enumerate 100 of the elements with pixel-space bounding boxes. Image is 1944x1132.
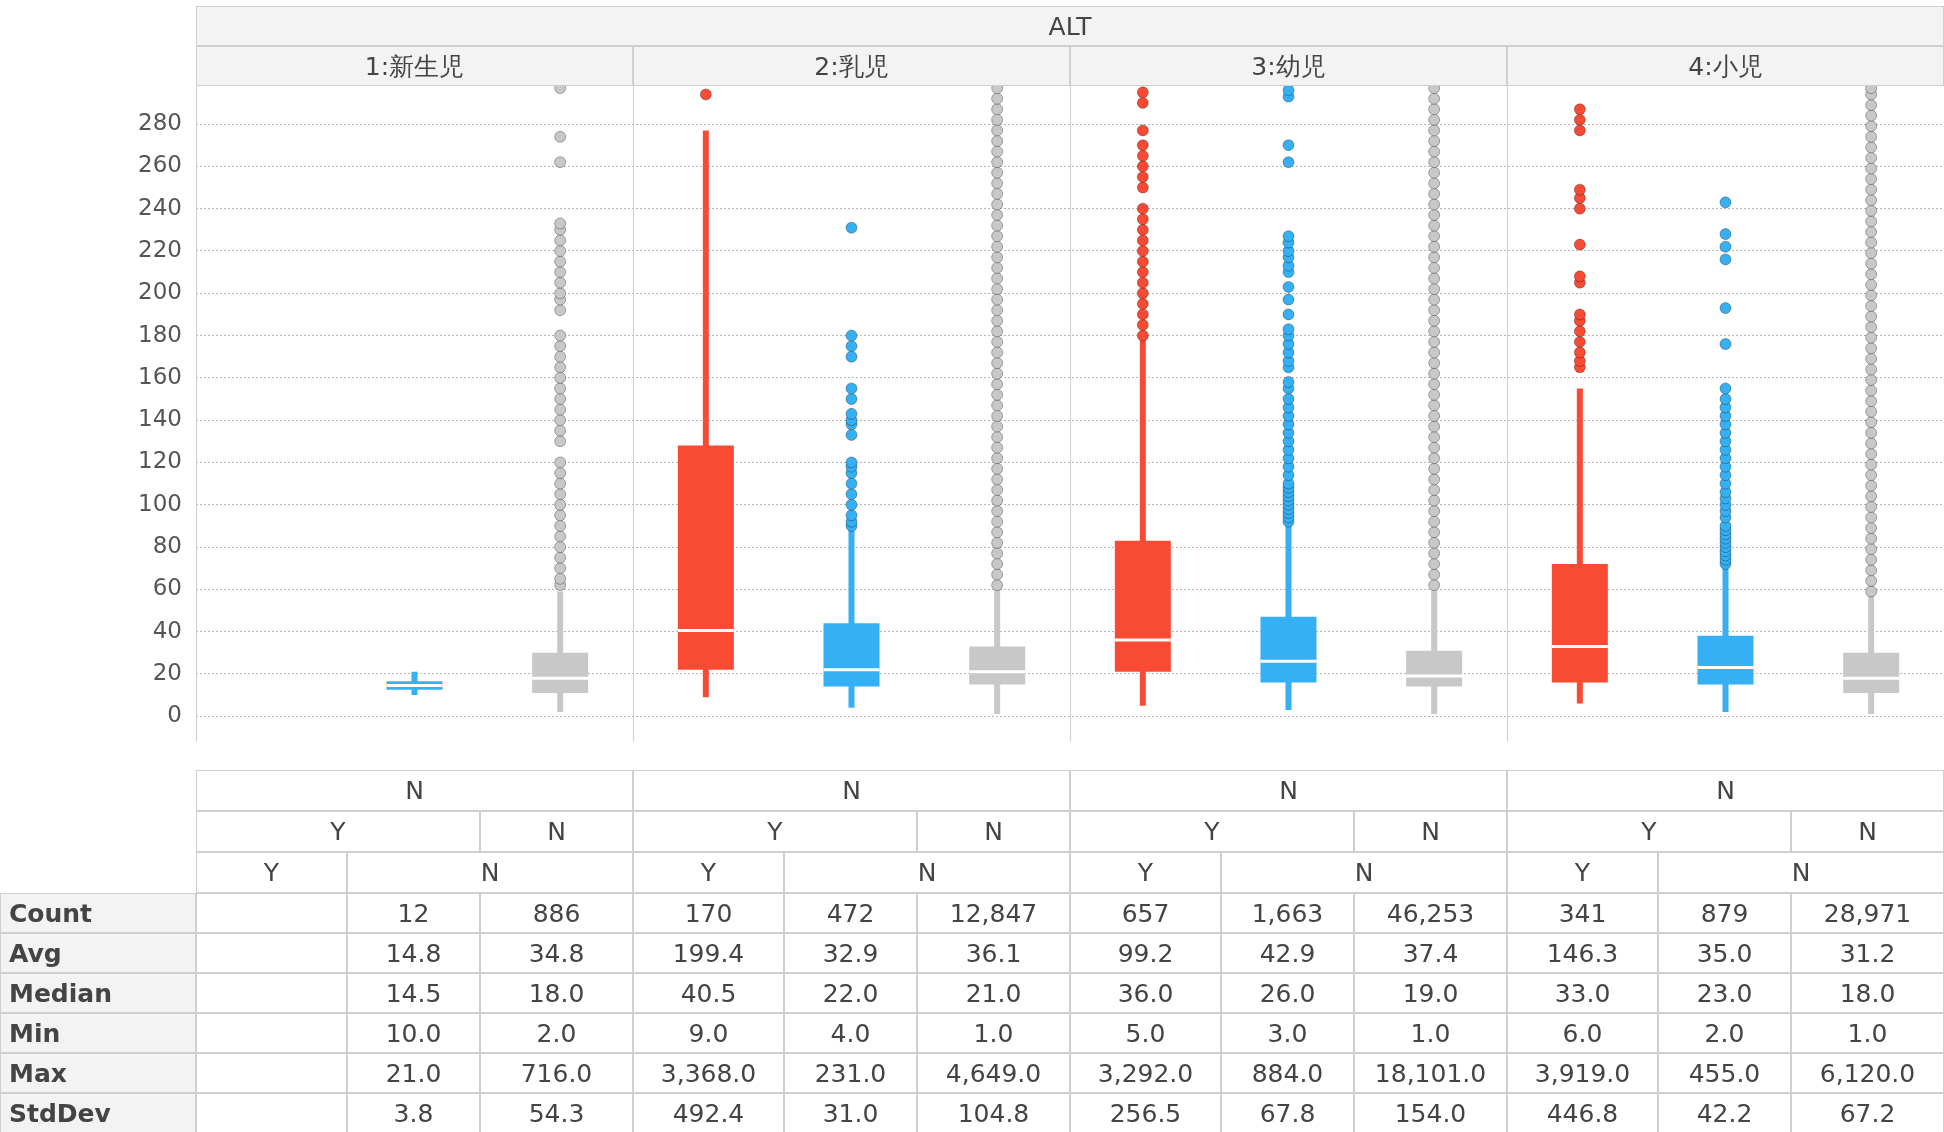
text: 472 <box>826 898 875 928</box>
text: 6,120.0 <box>1819 1058 1916 1088</box>
y-tick-label: 240 <box>138 193 182 220</box>
text: N <box>1070 770 1507 811</box>
text: N <box>633 770 1070 811</box>
text: 455.0 <box>1688 1058 1761 1088</box>
text: 3,292.0 <box>1097 1058 1194 1088</box>
text: Y <box>196 852 347 893</box>
text: 18.0 <box>528 978 585 1008</box>
y-tick-label: 280 <box>138 109 182 136</box>
y-tick-label: 80 <box>152 532 182 558</box>
text: 1.0 <box>1410 1018 1451 1048</box>
y-tick-label: 160 <box>138 362 182 389</box>
text: 26.0 <box>1259 978 1316 1008</box>
y-tick-label: 180 <box>138 320 182 347</box>
text: 492.4 <box>672 1098 745 1128</box>
text: 18.0 <box>1839 978 1896 1008</box>
text: 199.4 <box>672 938 745 968</box>
text: 341 <box>1558 898 1607 928</box>
text: 657 <box>1121 898 1170 928</box>
text: 1,663 <box>1251 898 1324 928</box>
category-label: Median <box>9 978 112 1008</box>
text: 99.2 <box>1117 938 1174 968</box>
text: N <box>1791 811 1944 852</box>
text: N <box>196 770 633 811</box>
text: 40.5 <box>680 978 737 1008</box>
text: 231.0 <box>814 1058 887 1088</box>
text: 42.9 <box>1259 938 1316 968</box>
text: 146.3 <box>1546 938 1619 968</box>
text: 446.8 <box>1546 1098 1619 1128</box>
text: 37.4 <box>1402 938 1459 968</box>
text: 884.0 <box>1251 1058 1324 1088</box>
text: 3,919.0 <box>1534 1058 1631 1088</box>
text: 154.0 <box>1394 1098 1467 1128</box>
text: 34.8 <box>528 938 585 968</box>
text: 3.8 <box>393 1098 434 1128</box>
text: N <box>1658 852 1944 893</box>
text: 46,253 <box>1386 898 1475 928</box>
text: 9.0 <box>688 1018 729 1048</box>
text: 4:小児 <box>1507 46 1944 86</box>
text: N <box>347 852 633 893</box>
text: 22.0 <box>822 978 879 1008</box>
text: 3,368.0 <box>660 1058 757 1088</box>
y-tick-label: 40 <box>152 616 182 643</box>
text: 21.0 <box>965 978 1022 1008</box>
y-tick-label: 20 <box>152 658 182 685</box>
text: 19.0 <box>1402 978 1459 1008</box>
text: 3:幼児 <box>1070 46 1507 86</box>
text: 2:乳児 <box>633 46 1070 86</box>
text: N <box>1354 811 1507 852</box>
text: 35.0 <box>1696 938 1753 968</box>
text: N <box>917 811 1070 852</box>
text: 4.0 <box>830 1018 871 1048</box>
text: 1.0 <box>973 1018 1014 1048</box>
text: 28,971 <box>1823 898 1912 928</box>
text: Y <box>633 811 917 852</box>
text: 67.8 <box>1259 1098 1316 1128</box>
text: 879 <box>1700 898 1749 928</box>
category-label: StdDev <box>9 1098 111 1128</box>
text: Y <box>1507 852 1658 893</box>
category-label: Avg <box>9 938 62 968</box>
y-tick-label: 120 <box>138 447 182 474</box>
text: 31.0 <box>822 1098 879 1128</box>
text: N <box>784 852 1070 893</box>
category-label: Min <box>9 1018 61 1048</box>
text: 170 <box>684 898 733 928</box>
text: 3.0 <box>1267 1018 1308 1048</box>
text: Y <box>633 852 784 893</box>
text: 1:新生児 <box>196 46 633 86</box>
text: 54.3 <box>528 1098 585 1128</box>
text: 256.5 <box>1109 1098 1182 1128</box>
text: 36.0 <box>1117 978 1174 1008</box>
text: Y <box>1070 811 1354 852</box>
text: 23.0 <box>1696 978 1753 1008</box>
text: 36.1 <box>965 938 1022 968</box>
text: 12,847 <box>949 898 1038 928</box>
text: Y <box>196 811 480 852</box>
text: 886 <box>532 898 581 928</box>
chart-title: ALT <box>196 6 1944 46</box>
text: 2.0 <box>536 1018 577 1048</box>
text: 10.0 <box>385 1018 442 1048</box>
y-tick-label: 100 <box>138 489 182 516</box>
text: 12 <box>397 898 430 928</box>
text: 31.2 <box>1839 938 1896 968</box>
text: 21.0 <box>385 1058 442 1088</box>
text: 6.0 <box>1562 1018 1603 1048</box>
text: 14.5 <box>385 978 442 1008</box>
text: 2.0 <box>1704 1018 1745 1048</box>
text: 42.2 <box>1696 1098 1753 1128</box>
text: N <box>1507 770 1944 811</box>
text: 1.0 <box>1847 1018 1888 1048</box>
text: N <box>480 811 633 852</box>
text: 716.0 <box>520 1058 593 1088</box>
text: 104.8 <box>957 1098 1030 1128</box>
y-tick-label: 260 <box>138 151 182 178</box>
text: 18,101.0 <box>1374 1058 1487 1088</box>
y-tick-label: 0 <box>167 701 182 728</box>
text: N <box>1221 852 1507 893</box>
y-tick-label: 200 <box>138 278 182 305</box>
text: 5.0 <box>1125 1018 1166 1048</box>
